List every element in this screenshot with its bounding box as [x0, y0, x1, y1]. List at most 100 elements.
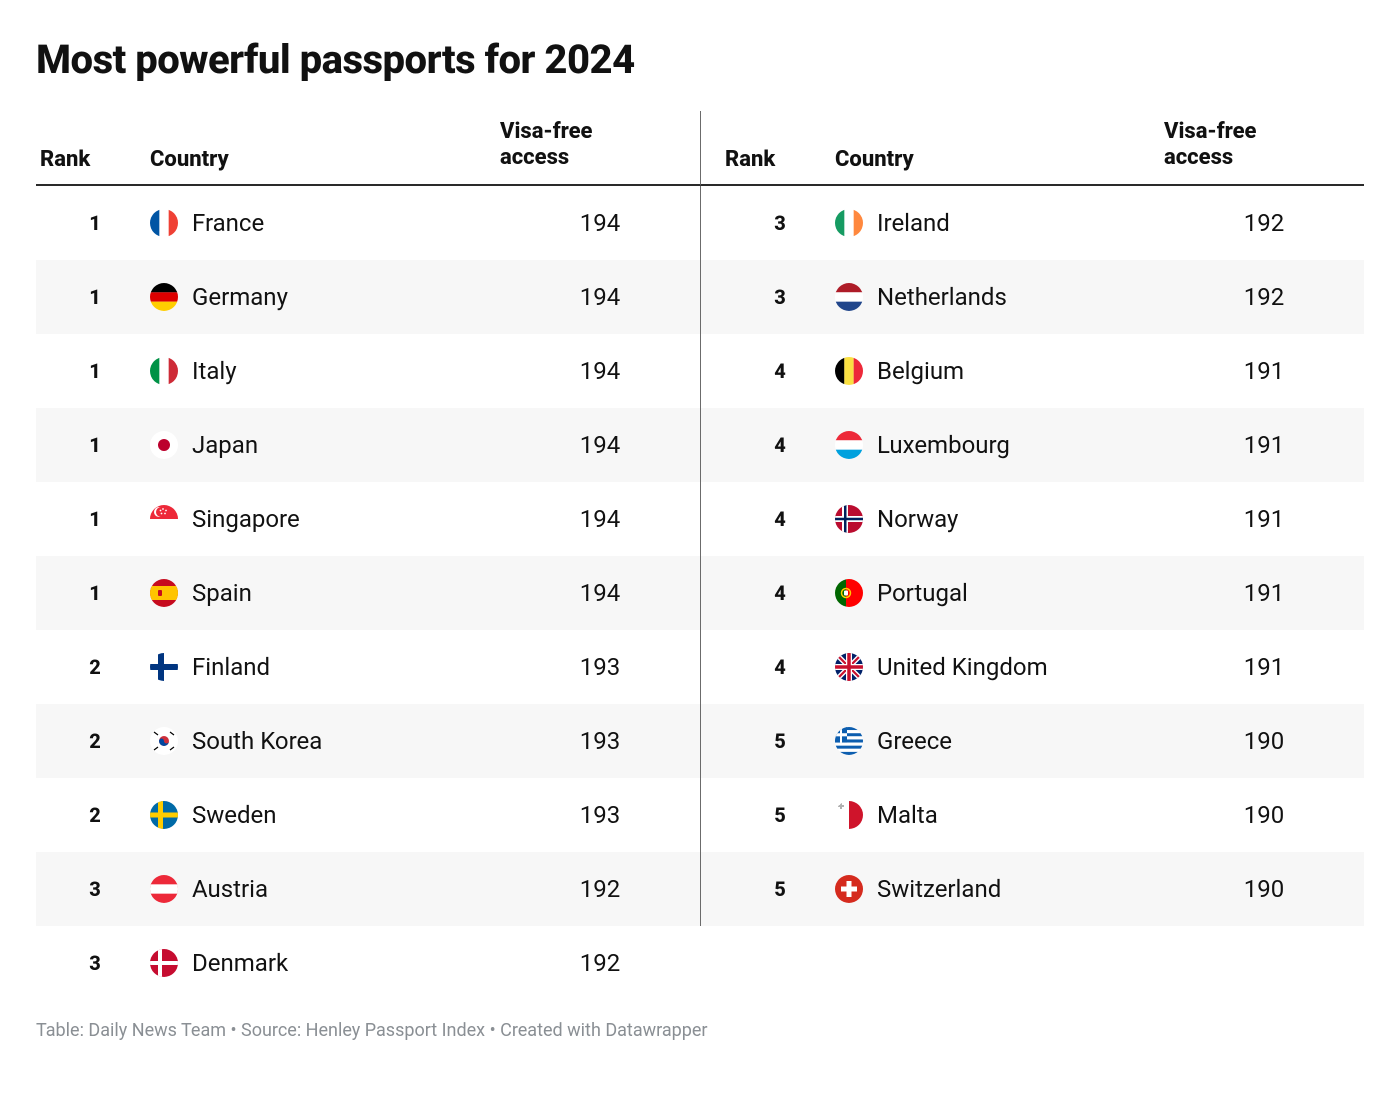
table-column-right: Rank Country Visa-free access 3Ireland19…	[700, 111, 1364, 1000]
cell-access: 192	[500, 949, 700, 977]
flag-icon	[835, 653, 863, 681]
cell-access: 193	[500, 801, 700, 829]
cell-access: 191	[1164, 505, 1364, 533]
cell-country: Portugal	[835, 579, 1164, 607]
table-row: 4Luxembourg191	[700, 408, 1364, 482]
cell-country: Malta	[835, 801, 1164, 829]
flag-icon	[150, 653, 178, 681]
cell-access: 193	[500, 653, 700, 681]
cell-rank: 3	[40, 877, 150, 901]
table-row: 1Italy194	[36, 334, 700, 408]
cell-access: 194	[500, 505, 700, 533]
flag-icon	[150, 283, 178, 311]
cell-access: 194	[500, 283, 700, 311]
flag-icon	[835, 727, 863, 755]
cell-country: Netherlands	[835, 283, 1164, 311]
flag-icon	[835, 209, 863, 237]
cell-access: 192	[1164, 283, 1364, 311]
flag-icon	[150, 431, 178, 459]
chart-title: Most powerful passports for 2024	[36, 36, 1364, 83]
cell-country: Belgium	[835, 357, 1164, 385]
cell-country: South Korea	[150, 727, 500, 755]
cell-rank: 1	[40, 433, 150, 457]
cell-access: 191	[1164, 431, 1364, 459]
cell-rank: 4	[725, 655, 835, 679]
cell-country: Norway	[835, 505, 1164, 533]
table-row: 1Spain194	[36, 556, 700, 630]
cell-rank: 3	[40, 951, 150, 975]
cell-access: 190	[1164, 801, 1364, 829]
country-name: United Kingdom	[877, 653, 1048, 681]
flag-icon	[150, 727, 178, 755]
flag-icon	[835, 357, 863, 385]
cell-country: Germany	[150, 283, 500, 311]
table: Rank Country Visa-free access 1France194…	[36, 111, 1364, 1000]
country-name: Belgium	[877, 357, 964, 385]
cell-country: Japan	[150, 431, 500, 459]
cell-country: France	[150, 209, 500, 237]
cell-country: Ireland	[835, 209, 1164, 237]
flag-icon	[150, 801, 178, 829]
country-name: France	[192, 209, 264, 237]
cell-country: Sweden	[150, 801, 500, 829]
flag-icon	[150, 505, 178, 533]
cell-access: 194	[500, 209, 700, 237]
flag-icon	[150, 949, 178, 977]
cell-rank: 2	[40, 729, 150, 753]
cell-country: Singapore	[150, 505, 500, 533]
flag-icon	[835, 283, 863, 311]
flag-icon	[150, 579, 178, 607]
table-row: 4Portugal191	[700, 556, 1364, 630]
table-row: 4 Belgium 191	[700, 334, 1364, 408]
table-row: 1Germany194	[36, 260, 700, 334]
col-header-rank: Rank	[725, 147, 835, 172]
flag-icon	[150, 875, 178, 903]
table-row: 1Singapore194	[36, 482, 700, 556]
table-row: 2Finland193	[36, 630, 700, 704]
cell-rank: 5	[725, 729, 835, 753]
country-name: Greece	[877, 727, 952, 755]
country-name: Ireland	[877, 209, 950, 237]
country-name: Sweden	[192, 801, 277, 829]
cell-rank: 1	[40, 285, 150, 309]
country-name: Malta	[877, 801, 938, 829]
cell-rank: 5	[725, 803, 835, 827]
table-row: 2Sweden193	[36, 778, 700, 852]
country-name: Singapore	[192, 505, 300, 533]
col-header-rank: Rank	[40, 147, 150, 172]
col-header-country: Country	[150, 147, 500, 172]
cell-rank: 4	[725, 507, 835, 531]
chart-footer: Table: Daily News Team • Source: Henley …	[36, 1020, 1364, 1041]
cell-rank: 3	[725, 285, 835, 309]
country-name: Netherlands	[877, 283, 1007, 311]
country-name: Italy	[192, 357, 237, 385]
cell-country: Finland	[150, 653, 500, 681]
table-row: 4United Kingdom191	[700, 630, 1364, 704]
country-name: Denmark	[192, 949, 288, 977]
cell-access: 193	[500, 727, 700, 755]
country-name: Japan	[192, 431, 258, 459]
cell-rank: 1	[40, 581, 150, 605]
table-row: 2 South Korea 193	[36, 704, 700, 778]
cell-access: 192	[500, 875, 700, 903]
cell-access: 192	[1164, 209, 1364, 237]
country-name: South Korea	[192, 727, 322, 755]
cell-rank: 1	[40, 211, 150, 235]
cell-rank: 2	[40, 655, 150, 679]
table-row: 3Austria192	[36, 852, 700, 926]
table-row: 1Japan194	[36, 408, 700, 482]
table-row: 3 Denmark 192	[36, 926, 700, 1000]
cell-country: Luxembourg	[835, 431, 1164, 459]
table-column-left: Rank Country Visa-free access 1France194…	[36, 111, 700, 1000]
cell-access: 191	[1164, 357, 1364, 385]
cell-country: United Kingdom	[835, 653, 1164, 681]
cell-rank: 4	[725, 581, 835, 605]
table-row: 3 Netherlands 192	[700, 260, 1364, 334]
flag-icon	[150, 357, 178, 385]
country-name: Luxembourg	[877, 431, 1010, 459]
flag-icon	[835, 505, 863, 533]
cell-country: Greece	[835, 727, 1164, 755]
flag-icon	[835, 431, 863, 459]
cell-access: 190	[1164, 875, 1364, 903]
cell-rank: 4	[725, 359, 835, 383]
